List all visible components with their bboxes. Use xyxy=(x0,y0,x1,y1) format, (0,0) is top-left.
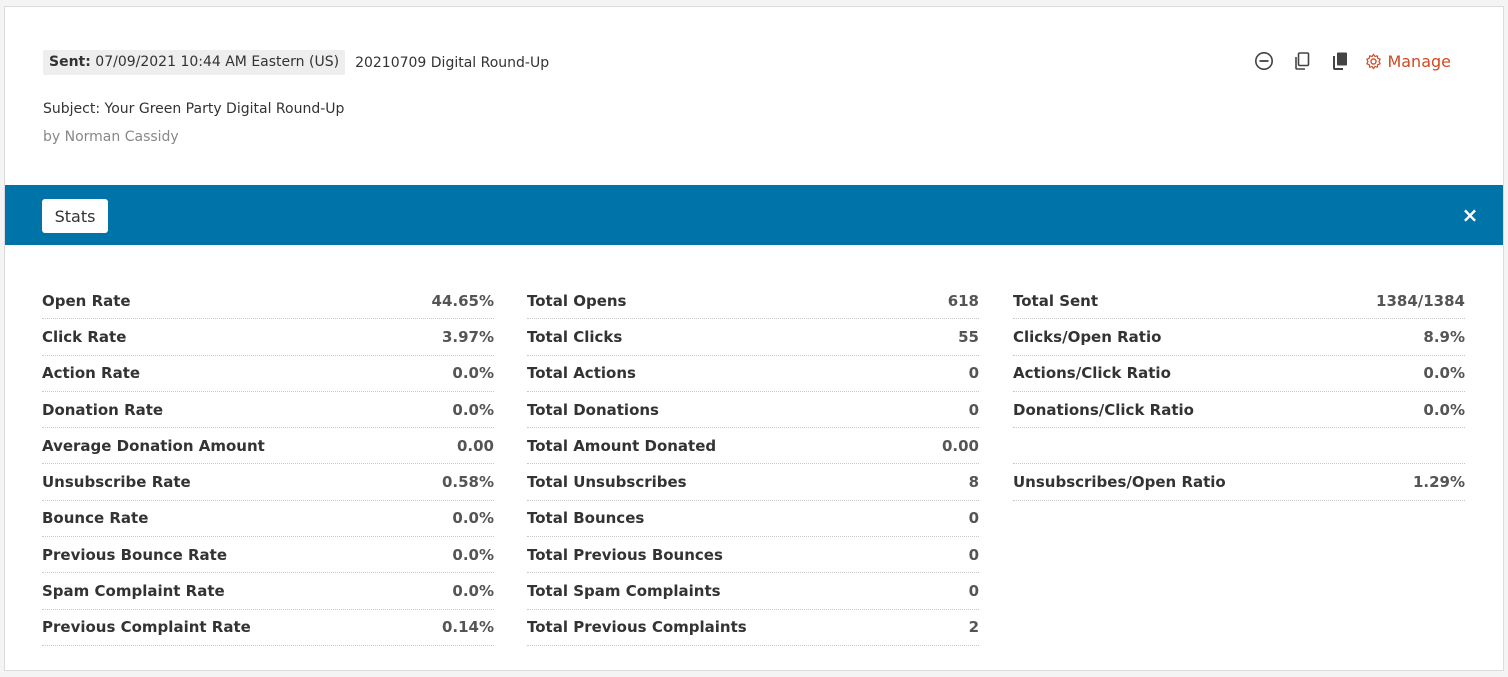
stat-row: Open Rate 44.65% xyxy=(42,283,494,320)
sent-prefix: Sent: xyxy=(49,54,91,70)
stat-row: Total Donations 0 xyxy=(527,392,979,429)
stats-column-totals: Total Opens 618 Total Clicks 55 Total Acti… xyxy=(527,283,979,646)
stat-value: 618 xyxy=(947,291,979,310)
stat-label: Total Bounces xyxy=(527,509,645,528)
stat-row: Donation Rate 0.0% xyxy=(42,392,494,429)
gear-icon xyxy=(1366,53,1382,69)
stat-value: 0.0% xyxy=(1423,364,1465,383)
stat-row-empty xyxy=(1013,428,1465,465)
stat-label: Total Donations xyxy=(527,400,659,419)
stat-row: Bounce Rate 0.0% xyxy=(42,501,494,538)
manage-label: Manage xyxy=(1387,51,1451,71)
stat-value: 0.0% xyxy=(452,545,494,564)
stat-label: Total Previous Complaints xyxy=(527,618,747,637)
stat-label: Spam Complaint Rate xyxy=(42,582,225,601)
stat-label: Actions/Click Ratio xyxy=(1013,364,1171,383)
stat-value: 3.97% xyxy=(441,327,494,346)
stats-bar: Stats × xyxy=(5,185,1503,245)
stat-label: Click Rate xyxy=(42,327,127,346)
stat-row: Total Previous Complaints 2 xyxy=(527,610,979,646)
stat-label: Previous Complaint Rate xyxy=(42,618,251,637)
stat-value: 8 xyxy=(968,473,979,492)
stat-row: Total Previous Bounces 0 xyxy=(527,537,979,574)
stat-value: 0.0% xyxy=(1423,400,1465,419)
stat-label: Total Actions xyxy=(527,364,636,383)
stat-label: Total Clicks xyxy=(527,327,623,346)
stat-label: Total Spam Complaints xyxy=(527,582,721,601)
stat-row: Average Donation Amount 0.00 xyxy=(42,428,494,465)
stat-row: Click Rate 3.97% xyxy=(42,319,494,356)
copy-icon[interactable] xyxy=(1289,48,1315,74)
close-icon[interactable]: × xyxy=(1461,203,1479,227)
stat-row: Previous Bounce Rate 0.0% xyxy=(42,537,494,574)
stat-label: Donation Rate xyxy=(42,400,164,419)
stat-row: Total Actions 0 xyxy=(527,356,979,392)
stat-row: Action Rate 0.0% xyxy=(42,356,494,392)
sent-datetime: 07/09/2021 10:44 AM Eastern (US) xyxy=(95,54,340,70)
email-author: by Norman Cassidy xyxy=(43,129,179,145)
stat-label: Clicks/Open Ratio xyxy=(1013,327,1162,346)
sent-row: Sent: 07/09/2021 10:44 AM Eastern (US) 2… xyxy=(43,50,549,75)
toolbar: Manage xyxy=(1239,48,1451,74)
stat-value: 0.0% xyxy=(452,582,494,601)
stat-value: 0.14% xyxy=(441,618,494,637)
minus-circle-icon[interactable] xyxy=(1251,48,1277,74)
stat-row: Total Unsubscribes 8 xyxy=(527,464,979,501)
stat-value: 1.29% xyxy=(1412,473,1465,492)
stat-row: Actions/Click Ratio 0.0% xyxy=(1013,356,1465,392)
stat-label: Average Donation Amount xyxy=(42,436,265,455)
sent-badge: Sent: 07/09/2021 10:44 AM Eastern (US) xyxy=(43,50,346,75)
stat-label: Open Rate xyxy=(42,291,131,310)
stat-value: 0.0% xyxy=(452,509,494,528)
stat-label: Unsubscribe Rate xyxy=(42,473,191,492)
stat-value: 55 xyxy=(958,327,979,346)
stats-column-ratios: Total Sent 1384/1384 Clicks/Open Ratio 8.9… xyxy=(1013,283,1465,501)
manage-link[interactable]: Manage xyxy=(1365,52,1451,71)
stat-label: Donations/Click Ratio xyxy=(1013,400,1194,419)
stat-row: Unsubscribes/Open Ratio 1.29% xyxy=(1013,464,1465,501)
stat-label: Unsubscribes/Open Ratio xyxy=(1013,473,1226,492)
stat-row: Total Clicks 55 xyxy=(527,319,979,356)
stat-value: 0.58% xyxy=(441,473,494,492)
stat-value: 0 xyxy=(968,582,979,601)
stat-value: 8.9% xyxy=(1423,327,1465,346)
stat-value: 0 xyxy=(968,364,979,383)
stat-row: Previous Complaint Rate 0.14% xyxy=(42,610,494,646)
stat-label: Total Unsubscribes xyxy=(527,473,687,492)
stat-value: 0.0% xyxy=(452,400,494,419)
stat-row: Total Opens 618 xyxy=(527,283,979,320)
stat-value: 1384/1384 xyxy=(1376,291,1465,310)
stat-value: 0 xyxy=(968,400,979,419)
stat-value: 44.65% xyxy=(431,291,494,310)
stat-value: 0.0% xyxy=(452,364,494,383)
stat-row: Spam Complaint Rate 0.0% xyxy=(42,573,494,610)
stat-label: Previous Bounce Rate xyxy=(42,545,228,564)
stat-row: Total Bounces 0 xyxy=(527,501,979,538)
stat-label: Bounce Rate xyxy=(42,509,149,528)
stat-row: Total Sent 1384/1384 xyxy=(1013,283,1465,320)
stat-label: Total Opens xyxy=(527,291,627,310)
stat-row: Donations/Click Ratio 0.0% xyxy=(1013,392,1465,429)
stat-row: Unsubscribe Rate 0.58% xyxy=(42,464,494,501)
stat-row: Total Amount Donated 0.00 xyxy=(527,428,979,465)
stat-label: Action Rate xyxy=(42,364,141,383)
email-subject: Subject: Your Green Party Digital Round-… xyxy=(43,101,345,117)
campaign-card: Sent: 07/09/2021 10:44 AM Eastern (US) 2… xyxy=(4,6,1504,671)
stat-value: 0.00 xyxy=(941,436,979,455)
stat-value: 0.00 xyxy=(456,436,494,455)
stat-row: Total Spam Complaints 0 xyxy=(527,573,979,610)
stat-value: 2 xyxy=(968,618,979,637)
stats-column-rates: Open Rate 44.65% Click Rate 3.97% Action R… xyxy=(42,283,494,646)
stat-label: Total Sent xyxy=(1013,291,1099,310)
duplicate-icon[interactable] xyxy=(1327,48,1353,74)
stats-button[interactable]: Stats xyxy=(42,199,108,233)
stat-value: 0 xyxy=(968,545,979,564)
stat-value: 0 xyxy=(968,509,979,528)
stat-label: Total Amount Donated xyxy=(527,436,717,455)
stat-row: Clicks/Open Ratio 8.9% xyxy=(1013,319,1465,356)
campaign-name: 20210709 Digital Round-Up xyxy=(355,54,550,71)
stat-label: Total Previous Bounces xyxy=(527,545,723,564)
